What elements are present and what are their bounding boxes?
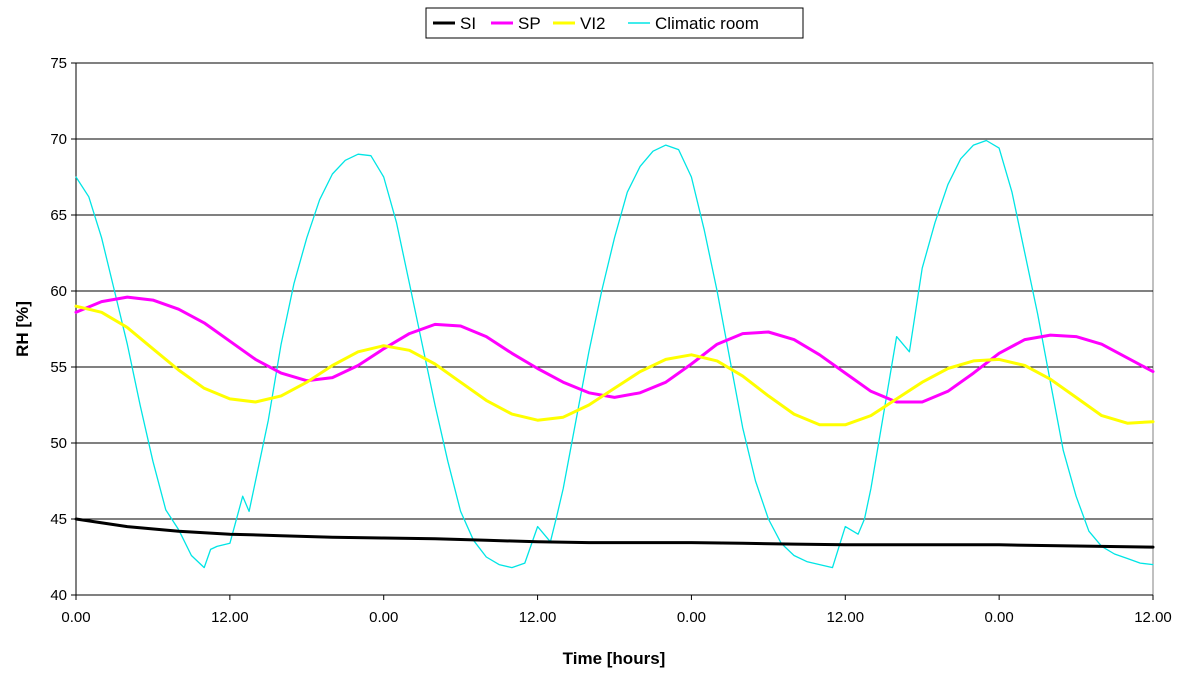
y-tick-label: 50 [50,435,67,452]
legend-label-sp: SP [518,14,541,33]
y-tick-label: 75 [50,55,67,72]
x-tick-label: 0.00 [677,609,706,626]
plot-area [75,62,1154,596]
y-axis-title: RH [%] [13,301,32,357]
x-tick-label: 0.00 [985,609,1014,626]
axes [71,62,1154,600]
legend-label-si: SI [460,14,476,33]
series-lines [74,139,1155,569]
y-tick-label: 40 [50,587,67,604]
x-tick-label: 0.00 [61,609,90,626]
legend-label-vi2: VI2 [580,14,606,33]
x-tick-label: 12.00 [211,609,249,626]
x-tick-label: 12.00 [1134,609,1172,626]
series-line-si [74,517,1155,549]
x-axis-title: Time [hours] [563,649,666,668]
series-line-vi2 [74,304,1155,427]
y-tick-label: 70 [50,131,67,148]
legend: SI SP VI2 Climatic room [425,7,804,39]
series-line-sp [74,295,1155,404]
series-line-climatic-room [75,139,1154,569]
y-tick-label: 60 [50,283,67,300]
legend-box [425,7,804,39]
tick-labels: 40 45 50 55 60 65 70 75 0.00 12.00 0.00 12.00 0.00 12… [50,55,1171,626]
legend-label-climatic-room: Climatic room [655,14,759,33]
grid-lines [76,62,1153,520]
x-tick-label: 12.00 [827,609,865,626]
x-tick-label: 0.00 [369,609,398,626]
x-tick-label: 12.00 [519,609,557,626]
y-tick-label: 45 [50,511,67,528]
y-tick-label: 65 [50,207,67,224]
y-tick-label: 55 [50,359,67,376]
